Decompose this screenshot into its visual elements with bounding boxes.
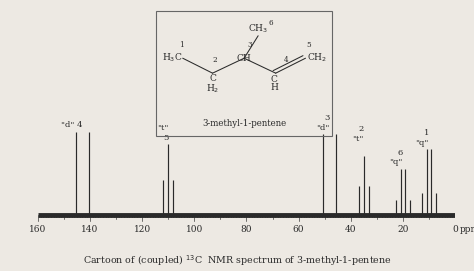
Text: C: C [209, 75, 216, 83]
Text: 4: 4 [284, 56, 289, 64]
Text: 1
"q": 1 "q" [416, 129, 429, 147]
Text: CH$_2$: CH$_2$ [307, 52, 328, 64]
Text: 3
"d": 3 "d" [317, 114, 330, 132]
Text: 2
"t": 2 "t" [353, 125, 364, 143]
Text: CH$_3$: CH$_3$ [248, 22, 268, 34]
Text: 20: 20 [397, 225, 409, 234]
Text: 2: 2 [212, 56, 217, 64]
Text: 160: 160 [29, 225, 46, 234]
Text: 120: 120 [134, 225, 151, 234]
Text: Cartoon of (coupled) $^{13}$C  NMR spectrum of 3-methyl-1-pentene: Cartoon of (coupled) $^{13}$C NMR spectr… [82, 254, 392, 268]
Text: 3-methyl-1-pentene: 3-methyl-1-pentene [202, 119, 286, 128]
Text: 80: 80 [241, 225, 252, 234]
Text: H: H [270, 83, 278, 92]
Text: 6
"q": 6 "q" [390, 149, 403, 166]
Text: 40: 40 [345, 225, 356, 234]
Text: 5: 5 [307, 41, 311, 50]
Text: C: C [271, 75, 277, 84]
Text: 100: 100 [186, 225, 203, 234]
Text: 140: 140 [82, 225, 99, 234]
Bar [156, 11, 332, 136]
Text: H$_2$: H$_2$ [206, 82, 219, 95]
Text: 0: 0 [452, 225, 458, 234]
Text: 1: 1 [179, 41, 183, 50]
Text: H$_3$C: H$_3$C [162, 52, 182, 64]
Text: 3: 3 [247, 41, 252, 50]
Text: ppm: ppm [460, 225, 474, 234]
Text: CH: CH [237, 54, 252, 63]
Text: 6: 6 [268, 19, 273, 27]
Text: 60: 60 [293, 225, 304, 234]
Text: "t"
5: "t" 5 [157, 124, 168, 142]
Text: "d" 4: "d" 4 [61, 121, 82, 129]
